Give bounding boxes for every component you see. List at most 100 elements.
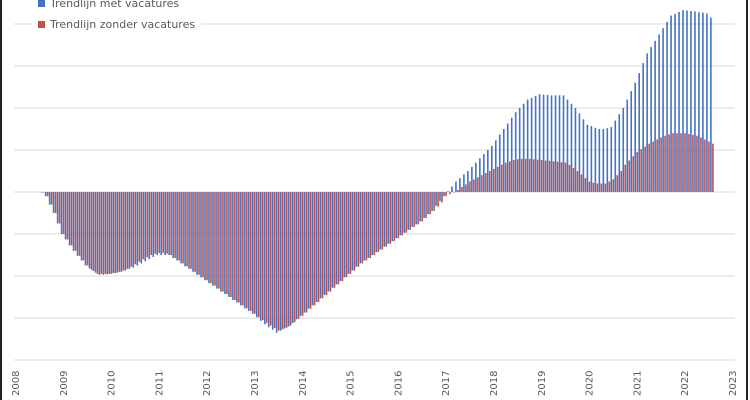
bar-zonder-vacatures (190, 192, 192, 269)
bar-met-vacatures (88, 192, 91, 269)
bar-zonder-vacatures (122, 192, 125, 271)
x-tick-label: 2019 (537, 371, 548, 396)
bar-met-vacatures (152, 192, 155, 258)
bar-zonder-vacatures (246, 192, 248, 309)
bar-met-vacatures (399, 192, 401, 236)
bar-zonder-vacatures (305, 192, 308, 313)
bar-zonder-vacatures (600, 183, 603, 192)
bar-zonder-vacatures (405, 192, 407, 233)
bar-zonder-vacatures (98, 192, 101, 275)
bar-zonder-vacatures (146, 192, 149, 258)
bar-met-vacatures (192, 192, 194, 272)
bar-zonder-vacatures (544, 160, 547, 192)
bar-met-vacatures (439, 192, 441, 202)
bar-met-vacatures (323, 192, 326, 295)
bar-zonder-vacatures (166, 192, 168, 254)
bar-zonder-vacatures (369, 192, 372, 258)
bar-zonder-vacatures (516, 159, 519, 192)
bar-zonder-vacatures (142, 192, 145, 260)
bar-met-vacatures (112, 192, 115, 274)
x-tick-label: 2014 (298, 371, 309, 396)
bar-zonder-vacatures (174, 192, 176, 258)
bar-met-vacatures (299, 192, 302, 316)
bar-zonder-vacatures (461, 186, 463, 192)
bar-zonder-vacatures (138, 192, 141, 262)
bar-met-vacatures (391, 192, 394, 242)
bar-zonder-vacatures (162, 192, 164, 253)
bar-met-vacatures (598, 129, 601, 192)
bar-met-vacatures (590, 126, 593, 192)
bar-met-vacatures (359, 192, 362, 264)
bar-zonder-vacatures (182, 192, 184, 264)
bar-met-vacatures (212, 192, 214, 286)
bar-zonder-vacatures (54, 192, 57, 213)
bar-met-vacatures (367, 192, 370, 258)
bar-zonder-vacatures (42, 192, 45, 193)
x-tick-label: 2011 (154, 371, 165, 396)
bar-zonder-vacatures (580, 174, 583, 192)
bar-met-vacatures (335, 192, 338, 285)
bar-met-vacatures (188, 192, 190, 269)
bar-zonder-vacatures (660, 137, 662, 192)
bar-zonder-vacatures (445, 192, 447, 197)
bar-met-vacatures (379, 192, 382, 250)
bar-met-vacatures (650, 47, 652, 192)
bar-zonder-vacatures (676, 133, 678, 192)
bar-zonder-vacatures (50, 192, 53, 205)
x-tick-label: 2015 (346, 371, 357, 396)
x-tick-label: 2010 (107, 371, 118, 396)
x-tick-label: 2021 (632, 371, 643, 396)
bar-zonder-vacatures (389, 192, 392, 244)
bar-met-vacatures (132, 192, 135, 268)
bar-zonder-vacatures (437, 192, 439, 207)
bar-met-vacatures (275, 192, 278, 333)
bar-met-vacatures (40, 192, 43, 193)
bar-zonder-vacatures (453, 192, 455, 193)
bar-zonder-vacatures (608, 181, 611, 192)
bar-met-vacatures (435, 192, 437, 206)
bar-met-vacatures (634, 82, 636, 192)
bar-zonder-vacatures (449, 192, 451, 195)
bar-met-vacatures (363, 192, 366, 261)
bar-zonder-vacatures (321, 192, 324, 299)
bar-zonder-vacatures (349, 192, 352, 274)
bar-zonder-vacatures (234, 192, 236, 300)
bar-met-vacatures (431, 192, 433, 211)
bar-zonder-vacatures (110, 192, 113, 274)
bar-met-vacatures (666, 21, 668, 193)
bar-zonder-vacatures (58, 192, 61, 224)
bar-met-vacatures (479, 158, 481, 192)
bar-zonder-vacatures (373, 192, 376, 255)
bar-met-vacatures (267, 192, 270, 328)
x-tick-label: 2023 (728, 371, 739, 396)
bar-zonder-vacatures (265, 192, 268, 324)
bar-met-vacatures (160, 192, 162, 255)
bar-met-vacatures (196, 192, 198, 275)
bar-zonder-vacatures (632, 156, 635, 192)
bar-zonder-vacatures (106, 192, 109, 275)
bar-zonder-vacatures (628, 160, 631, 192)
bar-met-vacatures (578, 113, 581, 192)
bar-zonder-vacatures (489, 171, 491, 192)
bar-met-vacatures (259, 192, 262, 321)
bar-zonder-vacatures (114, 192, 117, 274)
bar-met-vacatures (240, 192, 242, 306)
bar-met-vacatures (116, 192, 119, 273)
bar-met-vacatures (244, 192, 246, 309)
bar-zonder-vacatures (496, 166, 499, 192)
bar-met-vacatures (136, 192, 139, 266)
bar-met-vacatures (407, 192, 409, 230)
bar-met-vacatures (287, 192, 290, 327)
bar-met-vacatures (60, 192, 63, 234)
legend-label: Trendlijn zonder vacatures (50, 18, 196, 31)
bar-zonder-vacatures (381, 192, 384, 250)
bar-met-vacatures (606, 128, 609, 192)
bar-zonder-vacatures (560, 162, 563, 192)
bar-met-vacatures (68, 192, 71, 246)
bar-zonder-vacatures (385, 192, 388, 247)
bar-met-vacatures (602, 129, 605, 192)
bar-zonder-vacatures (86, 192, 89, 266)
bar-met-vacatures (610, 126, 613, 192)
